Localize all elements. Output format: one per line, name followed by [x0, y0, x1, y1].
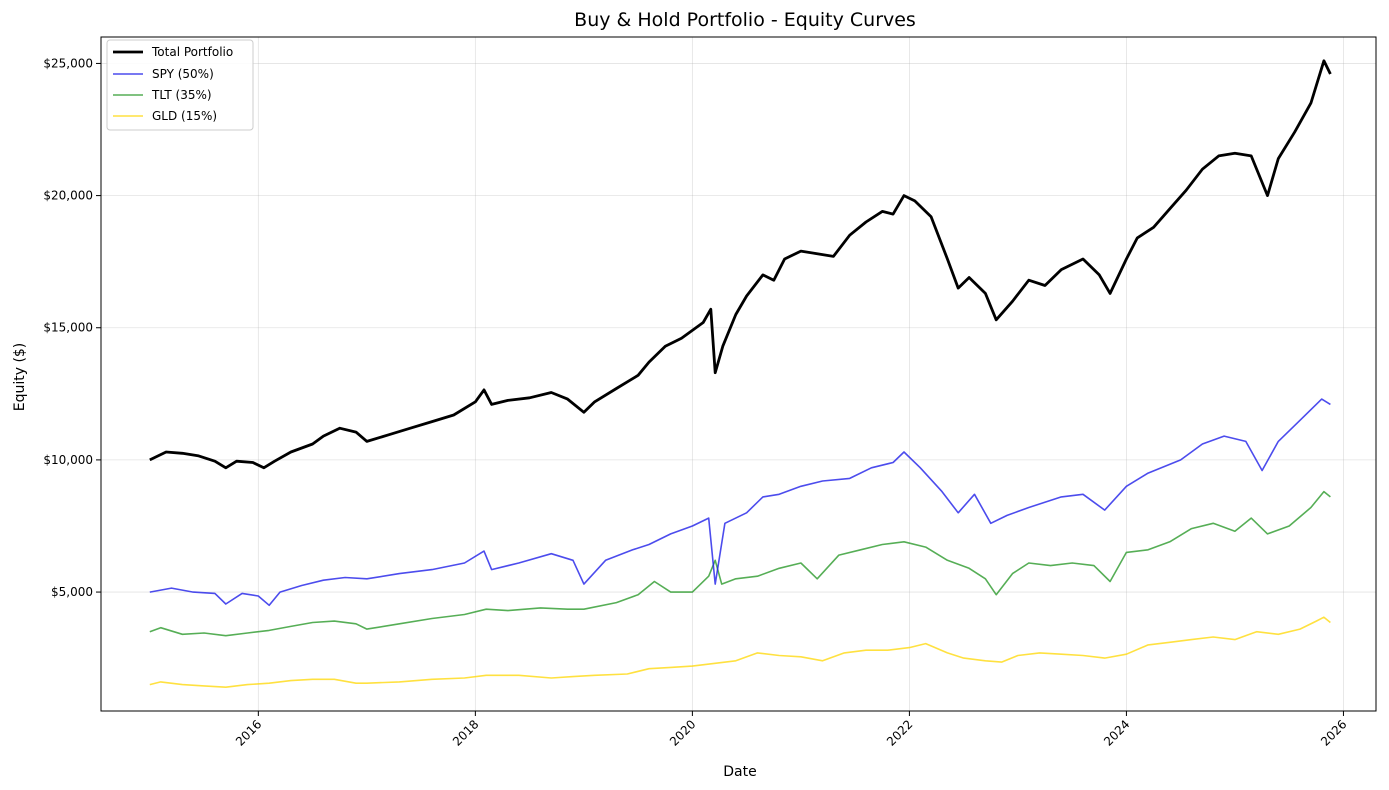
legend: Total Portfolio SPY (50%) TLT (35%) GLD …	[106, 39, 254, 131]
x-tick-label: 2020	[667, 717, 698, 748]
legend-label-tlt: TLT (35%)	[151, 88, 212, 102]
x-tick-label: 2018	[450, 717, 481, 748]
x-ticks: 2016 2018 2020 2022 2024 2026	[233, 711, 1350, 749]
gridlines	[101, 37, 1376, 711]
legend-label-gld: GLD (15%)	[152, 109, 217, 123]
y-tick-label: $10,000	[43, 453, 93, 467]
y-axis-label: Equity ($)	[12, 343, 28, 412]
series-line-gld	[149, 616, 1331, 688]
x-tick-label: 2016	[233, 717, 264, 748]
y-tick-label: $20,000	[43, 189, 93, 203]
legend-box	[106, 39, 254, 131]
x-tick-label: 2024	[1101, 717, 1132, 748]
y-ticks: $5,000 $10,000 $15,000 $20,000 $25,000	[43, 56, 101, 599]
y-tick-label: $25,000	[43, 56, 93, 70]
x-tick-label: 2026	[1318, 717, 1349, 748]
series-line-total	[149, 59, 1332, 470]
legend-label-spy: SPY (50%)	[152, 67, 214, 81]
series-lines	[149, 59, 1332, 688]
series-line-tlt	[149, 490, 1331, 637]
chart-title: Buy & Hold Portfolio - Equity Curves	[574, 9, 916, 31]
y-tick-label: $15,000	[43, 321, 93, 335]
plot-frame	[100, 36, 1377, 712]
y-tick-label: $5,000	[51, 585, 93, 599]
series-line-spy	[149, 398, 1331, 607]
x-tick-label: 2022	[884, 717, 915, 748]
x-axis-label: Date	[723, 764, 756, 780]
legend-label-total: Total Portfolio	[151, 45, 233, 59]
